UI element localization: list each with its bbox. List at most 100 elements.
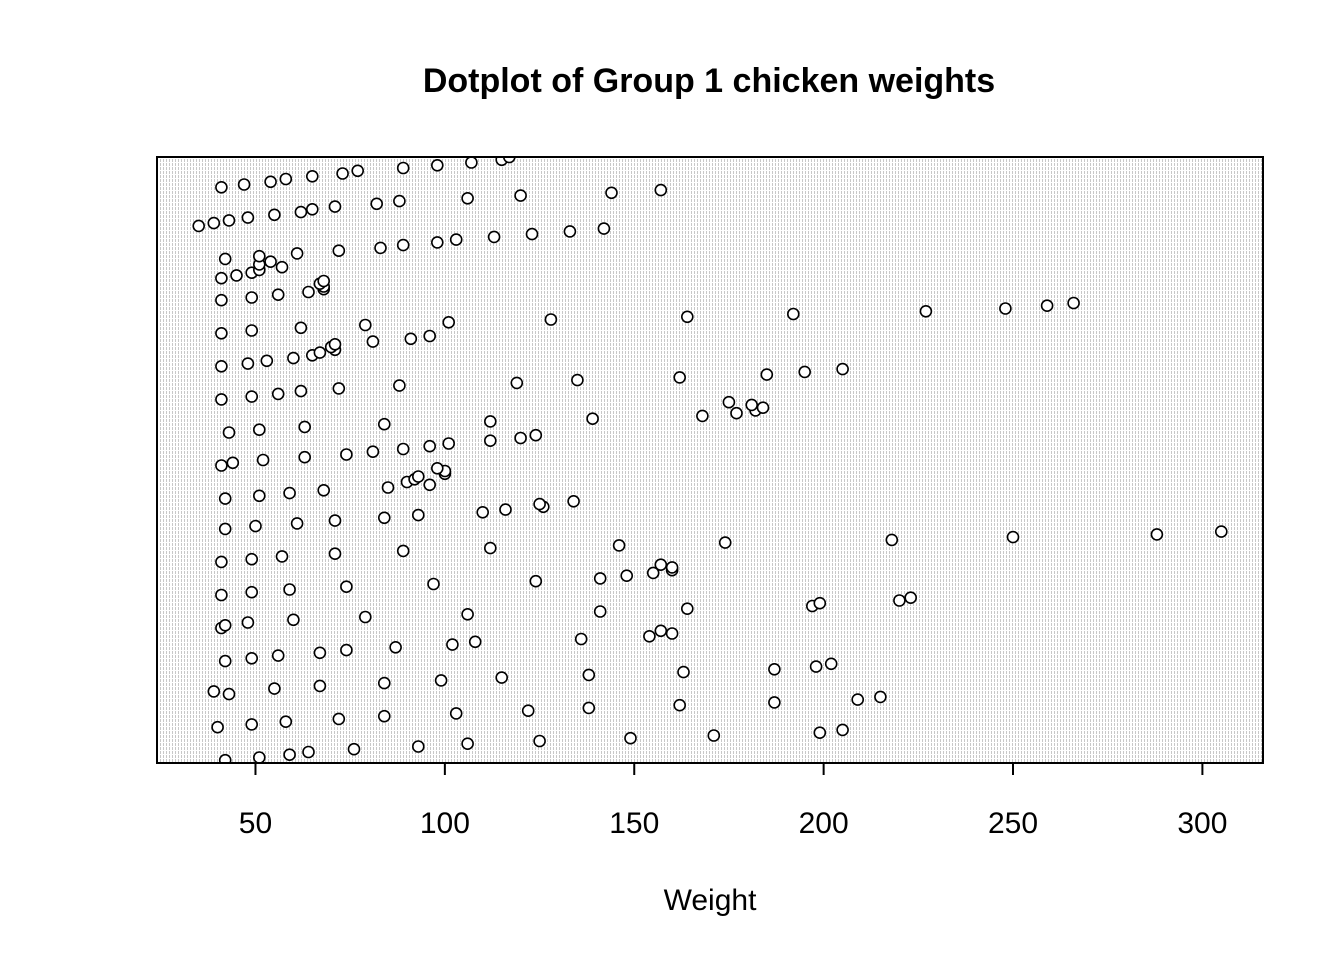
data-point [230,269,243,282]
data-point [680,602,694,616]
data-point [215,588,228,602]
data-point [381,481,395,494]
data-point [461,607,474,621]
data-point [279,172,293,186]
data-point [215,555,228,569]
data-point [593,572,607,585]
data-point [328,200,342,213]
data-point [294,384,308,398]
data-point [597,222,611,235]
data-point [483,541,497,555]
data-point [241,616,255,629]
data-point [503,157,516,164]
data-point [483,415,497,428]
data-point [514,431,527,445]
data-point [722,395,736,409]
data-point [358,318,372,332]
data-point [696,409,709,423]
data-point [707,729,721,742]
data-point [646,566,660,580]
data-point [673,371,687,384]
data-point [544,313,558,326]
data-point [411,470,425,483]
data-point [533,497,546,511]
data-point [218,492,232,505]
data-point [1040,299,1054,313]
data-point [249,519,262,533]
data-point [760,368,774,381]
data-point [252,489,266,503]
data-point [582,701,596,715]
data-point [718,536,732,549]
data-point [222,687,236,701]
x-tick-label: 200 [799,807,849,840]
data-point [340,448,353,461]
data-point [241,357,255,370]
data-point [461,737,474,751]
data-point [411,508,425,522]
data-point [874,690,887,704]
data-point [999,302,1012,315]
data-point [574,632,588,646]
x-tick-label: 100 [420,807,470,840]
data-point [366,445,380,459]
data-point [328,547,342,561]
data-point [215,359,228,373]
data-point [366,335,380,348]
data-point [654,558,668,572]
data-point [264,175,277,189]
data-point [654,624,668,638]
data-point [673,698,687,712]
data-point [665,627,679,640]
data-point [351,164,365,178]
data-point [404,332,418,346]
data-point [287,613,300,627]
x-tick-label: 150 [609,807,659,840]
data-point [215,181,228,194]
data-point [290,517,304,530]
data-point [495,671,509,684]
data-point [215,326,228,340]
data-point [529,428,543,442]
data-point [567,494,580,508]
data-point [396,544,410,558]
data-point [423,329,437,343]
data-point [222,426,236,439]
data-point [271,288,285,302]
data-point [279,715,293,729]
data-point [347,742,361,756]
data-point [317,274,331,288]
data-point [525,227,539,241]
data-point [430,159,444,172]
data-point [885,533,899,547]
data-point [393,194,406,208]
data-point [919,304,933,318]
data-point [442,315,456,329]
data-point [340,643,353,657]
data-point [226,456,240,470]
data-point [745,398,759,412]
data-point [313,346,327,359]
data-point [904,591,918,605]
data-point [252,423,266,437]
data-point [260,354,274,368]
data-point [218,753,232,763]
data-point [245,585,258,599]
data-point [423,478,437,492]
data-point [252,249,266,263]
data-point [317,483,331,497]
data-point [1150,528,1164,541]
data-point [836,723,849,737]
data-point [218,252,232,266]
data-point [358,610,372,624]
data-point [222,214,236,227]
data-point [302,285,315,299]
data-point [514,189,527,202]
data-point [586,412,599,426]
data-point [786,307,800,321]
data-point [305,170,319,183]
data-point [298,420,312,434]
data-point [245,291,258,304]
data-point [411,740,425,753]
data-point [207,685,221,698]
